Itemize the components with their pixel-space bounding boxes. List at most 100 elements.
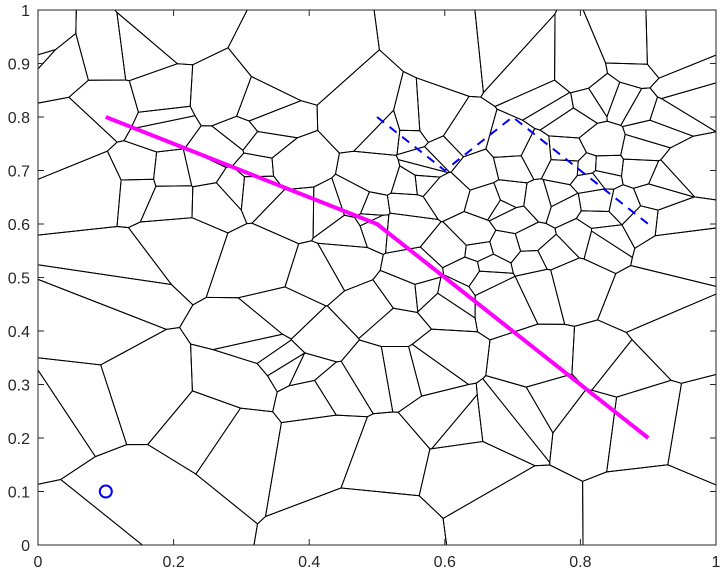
mesh-cell bbox=[37, 264, 194, 330]
mesh-cell bbox=[195, 407, 282, 525]
marker-circle-point bbox=[98, 484, 113, 499]
y-tick-label: 0.3 bbox=[8, 378, 30, 395]
y-tick-label: 1 bbox=[21, 3, 30, 20]
mesh-cell bbox=[450, 148, 500, 191]
mesh-cell bbox=[411, 328, 491, 386]
mesh-cell bbox=[272, 379, 338, 424]
mesh-cell bbox=[37, 478, 144, 546]
x-tick-label: 1 bbox=[712, 554, 721, 571]
mesh-cell bbox=[464, 241, 495, 263]
mesh-cell bbox=[463, 181, 501, 221]
mesh-cell bbox=[419, 220, 467, 269]
mesh-cell bbox=[649, 54, 717, 100]
mesh-cell bbox=[620, 158, 660, 189]
mesh-cell bbox=[316, 242, 384, 292]
ticks: 0 0.2 0.4 0.6 0.8 1 0 0.1 0.2 0.3 0.4 0.5 0.6 0.7 0.8 0… bbox=[8, 3, 721, 571]
mesh-cell bbox=[630, 227, 717, 288]
mesh-cell bbox=[312, 177, 345, 240]
series-layer bbox=[98, 115, 650, 499]
voronoi-mesh bbox=[37, 9, 717, 546]
mesh-cell bbox=[37, 32, 89, 104]
mesh-cell bbox=[632, 183, 696, 211]
mesh-cell bbox=[215, 165, 246, 212]
mesh-cell bbox=[441, 210, 497, 246]
mesh-cell bbox=[442, 95, 498, 158]
mesh-cell bbox=[248, 100, 319, 139]
mesh-cell bbox=[510, 249, 548, 277]
mesh-cell bbox=[408, 343, 470, 397]
mesh-cell bbox=[645, 9, 717, 79]
mesh-cell bbox=[604, 62, 660, 90]
mesh-cell bbox=[625, 293, 717, 384]
mesh-cell bbox=[358, 307, 433, 347]
mesh-cell bbox=[523, 178, 552, 224]
mesh-cell bbox=[550, 257, 617, 327]
mesh-cell bbox=[116, 11, 179, 82]
mesh-cell bbox=[474, 9, 558, 94]
mesh-cell bbox=[123, 115, 202, 153]
mesh-cell bbox=[290, 305, 360, 363]
mesh-cell bbox=[442, 464, 584, 546]
mesh-cell bbox=[415, 77, 470, 144]
y-tick-label: 0.5 bbox=[8, 271, 30, 288]
mesh-cell bbox=[468, 270, 516, 297]
mesh-cell bbox=[189, 47, 252, 127]
mesh-cell bbox=[211, 333, 292, 365]
mesh-cell bbox=[594, 154, 625, 177]
mesh-cell bbox=[106, 140, 158, 181]
mesh-cell bbox=[386, 192, 440, 221]
mesh-cell bbox=[488, 205, 540, 235]
mesh-cell bbox=[372, 269, 419, 314]
mesh-cell bbox=[480, 12, 556, 108]
dashed-blue-line bbox=[376, 116, 649, 225]
mesh-cell bbox=[253, 487, 448, 546]
mesh-cell bbox=[210, 115, 259, 152]
mesh-cell bbox=[284, 240, 346, 307]
mesh-cell bbox=[235, 75, 303, 122]
mesh-cell bbox=[334, 150, 401, 196]
mesh-cell bbox=[418, 440, 536, 520]
mesh-cell bbox=[326, 279, 394, 340]
mesh-cell bbox=[397, 382, 478, 450]
mesh-cell bbox=[660, 82, 717, 133]
y-tick-label: 0.1 bbox=[8, 485, 30, 502]
mesh-cell bbox=[582, 9, 648, 65]
mesh-cell bbox=[75, 9, 127, 81]
mesh-cell bbox=[396, 129, 429, 156]
mesh-cell bbox=[591, 224, 636, 259]
mesh-cell bbox=[310, 214, 369, 249]
mesh-cell bbox=[583, 230, 633, 275]
mesh-cell bbox=[476, 253, 514, 274]
mesh-cell bbox=[390, 165, 418, 196]
mesh-cell bbox=[271, 129, 340, 191]
mesh-cell bbox=[492, 155, 535, 184]
mesh-cell bbox=[482, 375, 554, 464]
mesh-cell bbox=[621, 119, 695, 149]
solid-magenta-line bbox=[105, 115, 650, 440]
mesh-cell bbox=[621, 205, 659, 250]
y-tick-label: 0.2 bbox=[8, 431, 30, 448]
mesh-cell bbox=[485, 323, 576, 388]
mesh-cell bbox=[316, 49, 404, 154]
mesh-cell bbox=[578, 120, 626, 157]
mesh-cell bbox=[554, 9, 609, 94]
mesh-cell bbox=[606, 81, 643, 126]
mesh-cell bbox=[422, 171, 471, 223]
mesh-cell bbox=[667, 373, 717, 486]
mesh-cell bbox=[373, 9, 484, 98]
mesh-cell bbox=[416, 292, 479, 333]
mesh-cell bbox=[520, 127, 552, 181]
mesh-cell bbox=[385, 212, 442, 254]
x-tick-label: 0.8 bbox=[569, 554, 591, 571]
x-tick-label: 0.4 bbox=[298, 554, 320, 571]
mesh-cell bbox=[590, 338, 673, 398]
mesh-cell bbox=[190, 343, 278, 413]
mesh-cell bbox=[116, 178, 157, 229]
x-tick-label: 0 bbox=[34, 554, 43, 571]
mesh-cell bbox=[649, 96, 717, 137]
mesh-cell bbox=[591, 169, 624, 190]
mesh-cell bbox=[475, 377, 551, 467]
mesh-cell bbox=[153, 148, 193, 187]
mesh-cell bbox=[37, 96, 118, 181]
